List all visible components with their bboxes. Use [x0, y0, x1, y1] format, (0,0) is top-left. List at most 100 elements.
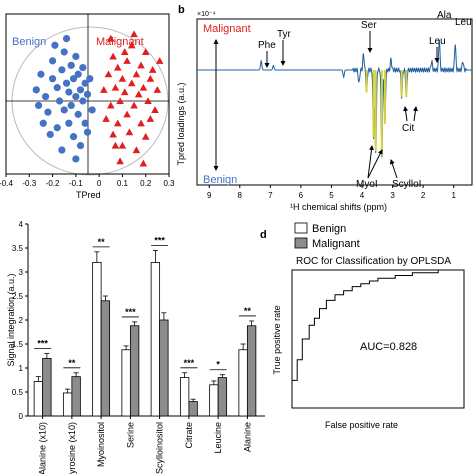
- bar-malignant: [129, 325, 140, 417]
- malignant-point: [125, 128, 134, 136]
- malignant-point: [120, 88, 129, 96]
- roc-x-label: False positive rate: [325, 420, 398, 430]
- benign-point: [58, 66, 66, 74]
- panel-b-frame: [196, 18, 473, 186]
- label-cit: Cit: [402, 123, 414, 134]
- benign-point: [58, 146, 66, 154]
- benign-point: [79, 97, 87, 105]
- benign-point: [72, 92, 80, 101]
- bar-malignant: [188, 401, 198, 417]
- arrow-myoi-1: [367, 145, 374, 179]
- bar-benign: [121, 349, 131, 417]
- scatter-points: [32, 30, 164, 167]
- label-phe: Phe: [258, 40, 276, 51]
- significance-label: **: [98, 237, 106, 247]
- benign-point: [86, 75, 94, 83]
- malignant-point: [109, 130, 117, 138]
- benign-point: [67, 61, 75, 69]
- malignant-point: [123, 57, 131, 64]
- significance-label: ***: [37, 339, 48, 349]
- bar-benign: [179, 377, 190, 417]
- scatter-x-tick-label: -0.2: [46, 179, 60, 188]
- bar-y-tick-label: 3: [19, 268, 24, 277]
- arrow-scylloi: [389, 159, 398, 179]
- significance-label: **: [244, 306, 252, 316]
- roc-auc: AUC=0.828: [360, 341, 417, 353]
- nmr-x-tick-label: 8: [238, 191, 243, 200]
- legend-malignant-swatch: [294, 237, 308, 249]
- scatter-x-label: TPred: [76, 190, 101, 200]
- malignant-point: [134, 90, 143, 98]
- panel-b-letter: b: [178, 4, 185, 16]
- panel-b-nmr: b ×10⁻⁴ Tpred loadings (a.u.) Malignant …: [176, 4, 473, 212]
- benign-legend-label: Benign: [12, 36, 46, 48]
- scatter-x-tick-label: 0.2: [140, 179, 152, 188]
- bar-category-label: Tyrosine (x10): [67, 422, 77, 474]
- bar-category-label: Scylloinositol: [155, 422, 165, 474]
- label-leu-right: Leu: [455, 17, 472, 28]
- bar-y-tick-label: 1: [19, 364, 24, 373]
- malignant-point: [132, 146, 141, 154]
- nmr-x-tick-label: 6: [299, 191, 304, 200]
- significance-label: ***: [184, 358, 195, 368]
- nmr-scale-label: ×10⁻⁴: [197, 11, 216, 18]
- label-ala: Ala: [437, 10, 452, 21]
- benign-point: [72, 52, 80, 61]
- benign-point: [37, 70, 45, 78]
- malignant-point: [153, 86, 162, 93]
- bar-malignant: [42, 357, 52, 417]
- nmr-y-label: Tpred loadings (a.u.): [176, 82, 186, 165]
- arrow-myoi-2: [367, 149, 383, 179]
- label-myoi: MyoI: [356, 179, 378, 190]
- scatter-x-tick-label: -0.1: [69, 179, 83, 188]
- benign-point: [88, 106, 96, 114]
- nmr-x-tick-label: 4: [360, 191, 365, 200]
- malignant-point: [137, 61, 145, 69]
- roc-curve: [291, 269, 464, 408]
- benign-point: [62, 79, 71, 87]
- malignant-point: [141, 48, 150, 56]
- bar-category-label: Leucine: [213, 422, 223, 454]
- bar-malignant: [159, 319, 169, 417]
- nmr-loadings-line: [197, 40, 472, 158]
- panel-a-scatter: Benign Malignant -0.4 -0.3 -0.2 -0.1 0 0.1 0.2…: [0, 13, 175, 200]
- benign-point: [55, 97, 64, 105]
- panel-d-roc: d ROC for Classification by OPLSDA AUC=0…: [260, 229, 465, 430]
- malignant-point: [144, 97, 152, 105]
- bar-malignant: [246, 325, 257, 417]
- benign-point: [69, 133, 78, 141]
- malignant-point: [141, 132, 150, 140]
- legend-benign-label: Benign: [312, 223, 346, 235]
- significance-label: ***: [125, 307, 136, 317]
- nmr-x-tick-label: 3: [390, 191, 395, 200]
- malignant-point: [120, 48, 129, 56]
- scatter-x-tick-label: -0.3: [22, 179, 36, 188]
- benign-point: [41, 92, 50, 101]
- nmr-annotations: Phe Tyr Ser Ala Leu Leu Cit MyoI ScylloI: [258, 10, 472, 190]
- class-top-label: Malignant: [203, 23, 251, 35]
- nmr-x-tick-label: 5: [329, 191, 334, 200]
- benign-point: [72, 155, 80, 163]
- benign-point: [74, 70, 82, 78]
- bar-category-label: Alanine (x10): [38, 422, 48, 474]
- label-tyr: Tyr: [277, 29, 292, 40]
- benign-point: [35, 101, 43, 110]
- label-ser: Ser: [361, 20, 377, 31]
- scatter-x-tick-label: 0: [97, 179, 102, 188]
- benign-point: [53, 84, 61, 92]
- malignant-point: [146, 115, 155, 122]
- malignant-point: [155, 57, 164, 64]
- benign-point: [65, 88, 73, 96]
- malignant-point: [123, 110, 131, 118]
- malignant-point: [148, 66, 157, 73]
- bar-y-tick-label: 3.5: [12, 244, 24, 253]
- panel-c-bars: Benign Malignant Signal integration (a.u…: [6, 220, 360, 474]
- malignant-point: [130, 101, 138, 109]
- benign-point: [69, 75, 78, 83]
- malignant-point: [116, 157, 124, 165]
- malignant-point: [109, 52, 117, 60]
- scatter-x-tick-label: 0.1: [117, 179, 129, 188]
- scatter-x-tick-label: -0.4: [0, 179, 13, 188]
- malignant-point: [132, 70, 141, 78]
